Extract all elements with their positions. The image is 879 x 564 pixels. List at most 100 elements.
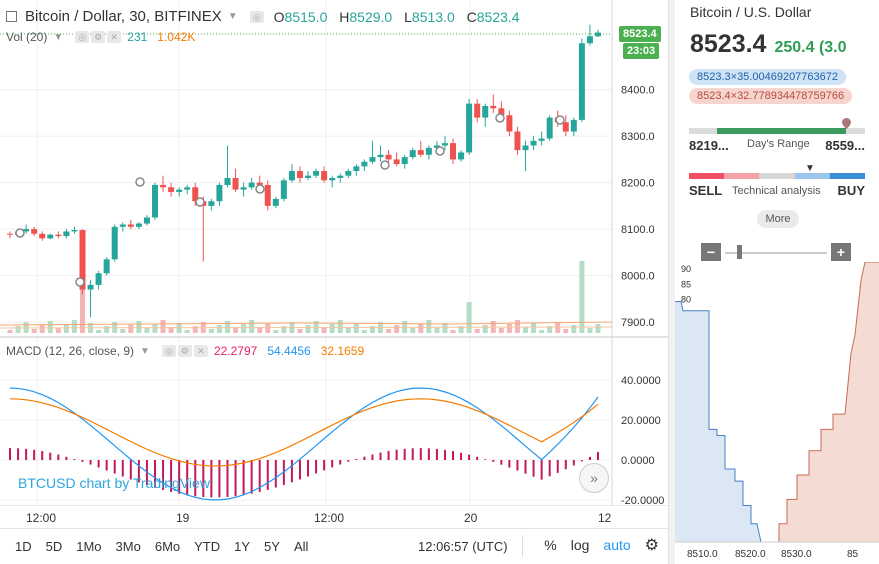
eye-icon[interactable]: ◎	[75, 31, 90, 43]
time-label: 12	[598, 511, 612, 525]
volume-bar	[31, 329, 37, 333]
depth-y-label: 80	[681, 295, 691, 305]
volume-bar	[329, 324, 335, 333]
candle-body	[305, 175, 312, 178]
zoom-out-button[interactable]: −	[701, 243, 721, 261]
volume-bar	[361, 330, 367, 333]
ask-depth-line	[778, 262, 879, 542]
close-icon[interactable]: ✕	[193, 345, 208, 357]
eye-icon[interactable]: ◎	[249, 10, 264, 23]
macd-axis-label: 20.0000	[621, 415, 661, 427]
candle-body	[176, 189, 183, 192]
volume-bar	[79, 267, 85, 333]
utc-clock[interactable]: 12:06:57 (UTC)	[418, 539, 508, 554]
macd-signal-value: 32.1659	[320, 344, 365, 358]
volume-bar	[353, 323, 359, 333]
price-axis-label: 8300.0	[621, 131, 655, 143]
candle-body	[264, 184, 271, 206]
range-button-5y[interactable]: 5Y	[264, 539, 280, 554]
volume-bar	[39, 325, 45, 333]
panel-divider[interactable]	[669, 0, 675, 564]
candle-body	[184, 187, 191, 190]
range-button-1mo[interactable]: 1Mo	[76, 539, 102, 554]
depth-chart[interactable]: 908580757065605550454035302520151058510.…	[675, 262, 879, 564]
volume-ma-line	[0, 321, 613, 326]
candle-body	[313, 171, 320, 176]
range-button-all[interactable]: All	[293, 539, 309, 554]
candle-body	[111, 226, 118, 260]
time-label: 19	[176, 511, 190, 525]
volume-bar	[498, 328, 504, 333]
price-change: 250.4 (3.0	[774, 39, 847, 56]
collapse-legend-icon[interactable]	[6, 11, 17, 22]
chart-panel[interactable]: 8400.0 8300.0 8200.0 8100.0 8000.0 7900.0 40.0…	[0, 0, 669, 564]
price-axis-label: 8100.0	[621, 224, 655, 236]
bid-pill: 8523.3×35.00469207763672	[689, 69, 847, 85]
log-scale-button[interactable]: log	[570, 537, 590, 553]
day-range-labels: 8219... 8559...	[689, 138, 865, 153]
close-label: C	[466, 8, 477, 25]
volume-ma-value: 1.042K	[157, 30, 196, 44]
volume-bar	[136, 321, 142, 333]
volume-value: 231	[127, 30, 148, 44]
price-chart-canvas[interactable]: 8400.0 8300.0 8200.0 8100.0 8000.0 7900.0 40.0…	[0, 0, 669, 506]
time-axis[interactable]: 12:00 19 12:00 20 12	[0, 506, 669, 528]
candle-body	[160, 184, 167, 188]
zoom-slider-handle[interactable]	[737, 245, 742, 259]
range-button-3mo[interactable]: 3Mo	[115, 539, 141, 554]
event-marker	[495, 113, 505, 123]
zoom-slider-track[interactable]	[725, 252, 827, 254]
volume-bar	[241, 324, 247, 333]
volume-bar	[369, 326, 375, 333]
auto-scale-button[interactable]: auto	[603, 537, 631, 553]
volume-bar	[216, 325, 222, 333]
event-marker	[15, 228, 25, 238]
chevron-down-icon[interactable]: ▼	[227, 11, 238, 22]
volume-bar	[273, 330, 279, 333]
day-range-bar	[689, 118, 865, 134]
candle-body	[546, 117, 553, 139]
gear-icon[interactable]: ⚙	[644, 537, 659, 554]
candle-body	[441, 143, 448, 146]
range-button-ytd[interactable]: YTD	[194, 539, 221, 554]
range-button-1d[interactable]: 1D	[15, 539, 32, 554]
time-label: 20	[464, 511, 478, 525]
range-button-6mo[interactable]: 6Mo	[154, 539, 181, 554]
watermark-link[interactable]: BTCUSD chart by TradingView	[18, 475, 210, 491]
eye-icon[interactable]: ◎	[161, 345, 176, 357]
macd-controls: ◎ ⚙ ✕	[161, 345, 208, 357]
volume-bar	[321, 328, 327, 333]
volume-bar	[104, 326, 110, 333]
volume-bar	[426, 320, 432, 333]
range-button-5d[interactable]: 5D	[45, 539, 63, 554]
day-range-caption: Day's Range	[747, 138, 810, 150]
candle-body	[240, 187, 247, 190]
candle-body	[417, 150, 424, 155]
event-marker	[380, 160, 390, 170]
candle-body	[248, 182, 255, 188]
scroll-to-realtime-button[interactable]: »	[579, 463, 609, 493]
macd-line-value: 54.4456	[267, 344, 311, 358]
chevron-down-icon[interactable]: ▼	[140, 345, 150, 357]
candle-body	[506, 115, 513, 132]
volume-bar	[257, 327, 263, 333]
price-row: 8523.4 250.4 (3.0	[690, 30, 847, 59]
percent-scale-button[interactable]: %	[544, 537, 557, 553]
candle-body	[143, 217, 150, 224]
volume-ma-line	[0, 326, 613, 329]
zoom-in-button[interactable]: +	[831, 243, 851, 261]
volume-bar	[482, 325, 488, 333]
more-button[interactable]: More	[757, 210, 799, 228]
candle-body	[450, 143, 457, 160]
gear-icon[interactable]: ⚙	[177, 345, 192, 357]
depth-x-label: 8530.0	[781, 549, 812, 560]
chevron-down-icon[interactable]: ▼	[53, 31, 64, 43]
range-button-1y[interactable]: 1Y	[234, 539, 251, 554]
volume-bar	[547, 326, 553, 333]
candle-body	[7, 233, 13, 235]
gear-icon[interactable]: ⚙	[91, 31, 106, 43]
volume-bar	[168, 327, 174, 333]
close-icon[interactable]: ✕	[107, 31, 122, 43]
event-marker	[435, 146, 445, 156]
technical-analysis-gauge[interactable]: ▼ SELL Technical analysis BUY	[689, 163, 866, 201]
